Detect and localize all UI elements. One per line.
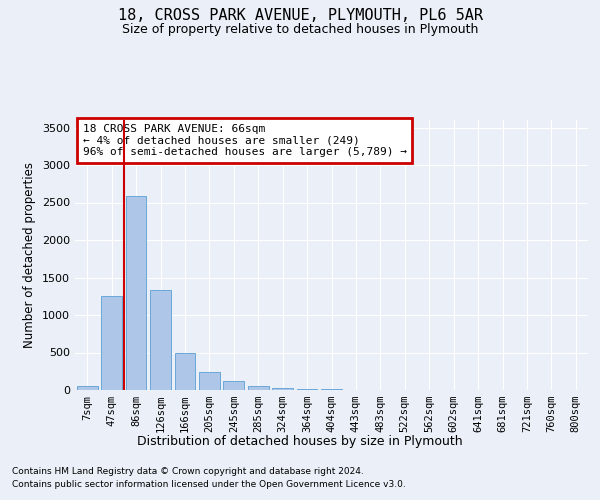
Text: Size of property relative to detached houses in Plymouth: Size of property relative to detached ho… <box>122 22 478 36</box>
Bar <box>321 388 342 390</box>
Text: Distribution of detached houses by size in Plymouth: Distribution of detached houses by size … <box>137 435 463 448</box>
Bar <box>248 386 269 390</box>
Bar <box>150 290 171 390</box>
Bar <box>101 296 122 390</box>
Bar <box>199 372 220 390</box>
Text: Contains public sector information licensed under the Open Government Licence v3: Contains public sector information licen… <box>12 480 406 489</box>
Bar <box>296 388 317 390</box>
Bar <box>272 388 293 390</box>
Bar <box>77 386 98 390</box>
Bar <box>125 196 146 390</box>
Text: Contains HM Land Registry data © Crown copyright and database right 2024.: Contains HM Land Registry data © Crown c… <box>12 468 364 476</box>
Y-axis label: Number of detached properties: Number of detached properties <box>23 162 37 348</box>
Text: 18 CROSS PARK AVENUE: 66sqm
← 4% of detached houses are smaller (249)
96% of sem: 18 CROSS PARK AVENUE: 66sqm ← 4% of deta… <box>83 124 407 157</box>
Text: 18, CROSS PARK AVENUE, PLYMOUTH, PL6 5AR: 18, CROSS PARK AVENUE, PLYMOUTH, PL6 5AR <box>118 8 482 22</box>
Bar <box>223 382 244 390</box>
Bar <box>175 352 196 390</box>
